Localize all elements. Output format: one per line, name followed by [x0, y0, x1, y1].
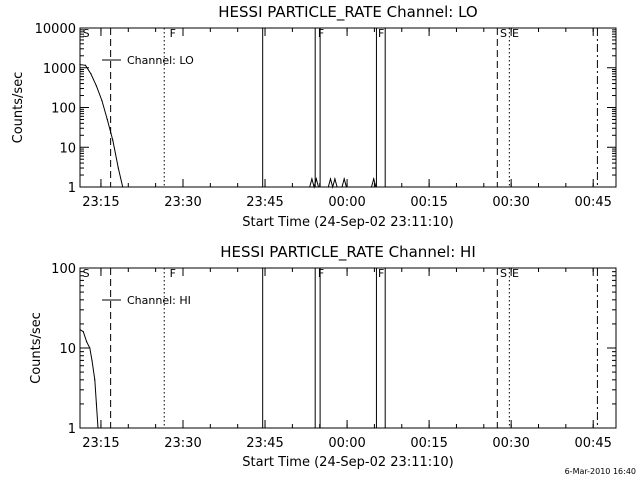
x-tick-label: 23:15	[82, 195, 119, 210]
data-point	[345, 186, 347, 188]
data-point	[97, 427, 99, 429]
y-tick-label: 1000	[43, 62, 76, 77]
flag-label: F	[170, 27, 176, 40]
x-tick-label: 00:00	[328, 195, 365, 210]
x-tick-label: 23:30	[164, 436, 201, 451]
data-point	[82, 331, 84, 333]
flag-label: S	[500, 267, 507, 280]
flag-label: E	[512, 267, 519, 280]
data-point	[79, 328, 81, 331]
flag-label: F	[378, 267, 384, 280]
data-point	[85, 341, 88, 343]
x-tick-label: 00:15	[410, 195, 447, 210]
data-point	[336, 186, 338, 188]
data-point	[95, 403, 98, 405]
flag-label: E	[512, 27, 519, 40]
y-axis-label: Counts/sec	[29, 312, 44, 384]
x-axis-label: Start Time (24-Sep-02 23:11:10)	[242, 455, 453, 470]
data-point	[95, 85, 98, 87]
data-point	[106, 118, 108, 121]
x-tick-label: 23:45	[246, 195, 283, 210]
y-tick-label: 10	[59, 141, 76, 156]
data-point	[315, 178, 317, 180]
data-point	[91, 359, 93, 361]
flag-label: S	[83, 267, 90, 280]
data-point	[309, 186, 311, 188]
data-point	[332, 186, 334, 188]
y-tick-label: 10	[59, 342, 76, 357]
flag-label: S	[500, 27, 507, 40]
chart-title: HESSI PARTICLE_RATE Channel: LO	[218, 3, 477, 22]
x-tick-label: 23:15	[82, 436, 119, 451]
plot-frame	[79, 27, 617, 188]
x-tick-label: 00:30	[492, 436, 529, 451]
data-point	[313, 186, 315, 188]
series-line	[79, 329, 99, 429]
x-tick-label: 00:00	[328, 436, 365, 451]
data-point	[311, 178, 313, 180]
plot-frame	[79, 267, 617, 429]
data-point	[370, 186, 373, 188]
flag-label: F	[318, 27, 324, 40]
x-tick-label: 23:45	[246, 436, 283, 451]
footer-timestamp: 6-Mar-2010 16:40	[565, 467, 636, 476]
legend-label: Channel: LO	[127, 54, 194, 67]
y-tick-label: 100	[51, 262, 76, 277]
x-tick-label: 00:45	[574, 436, 611, 451]
data-point	[334, 178, 336, 180]
data-point	[112, 139, 114, 141]
y-axis-label: Counts/sec	[11, 72, 26, 144]
data-point	[79, 64, 81, 66]
y-tick-label: 1	[68, 422, 76, 437]
data-point	[329, 178, 332, 180]
flag-label: F	[318, 267, 324, 280]
flag-label: F	[170, 267, 176, 280]
flag-label: S	[83, 27, 90, 40]
series-line	[79, 64, 377, 189]
data-point	[341, 186, 343, 188]
chart-title: HESSI PARTICLE_RATE Channel: HI	[220, 243, 476, 262]
y-tick-label: 10000	[35, 22, 76, 37]
data-point	[317, 186, 320, 188]
x-axis-label: Start Time (24-Sep-02 23:11:10)	[242, 215, 453, 230]
flag-label: F	[378, 27, 384, 40]
data-point	[327, 186, 329, 188]
data-point	[122, 186, 124, 188]
chart-panel-1: HESSI PARTICLE_RATE Channel: LO Start Tim…	[11, 3, 617, 230]
data-point	[94, 379, 96, 381]
x-tick-label: 00:15	[410, 436, 447, 451]
data-point	[101, 99, 103, 102]
x-tick-label: 00:45	[574, 195, 611, 210]
data-point	[84, 64, 87, 66]
x-tick-label: 00:30	[492, 195, 529, 210]
data-point	[89, 347, 91, 349]
chart-panel-2: HESSI PARTICLE_RATE Channel: HI Start Tim…	[29, 243, 617, 470]
x-tick-label: 23:30	[164, 195, 201, 210]
data-point	[375, 186, 377, 188]
data-point	[373, 178, 375, 180]
data-point	[343, 178, 345, 180]
data-point	[90, 73, 92, 75]
y-tick-label: 1	[68, 181, 76, 196]
y-tick-label: 100	[51, 102, 76, 117]
legend-label: Channel: HI	[127, 294, 191, 307]
data-point	[117, 167, 119, 169]
